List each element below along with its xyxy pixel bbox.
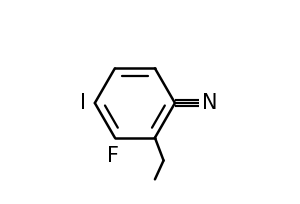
Text: F: F <box>107 146 119 166</box>
Text: I: I <box>80 93 86 113</box>
Text: N: N <box>202 93 217 113</box>
